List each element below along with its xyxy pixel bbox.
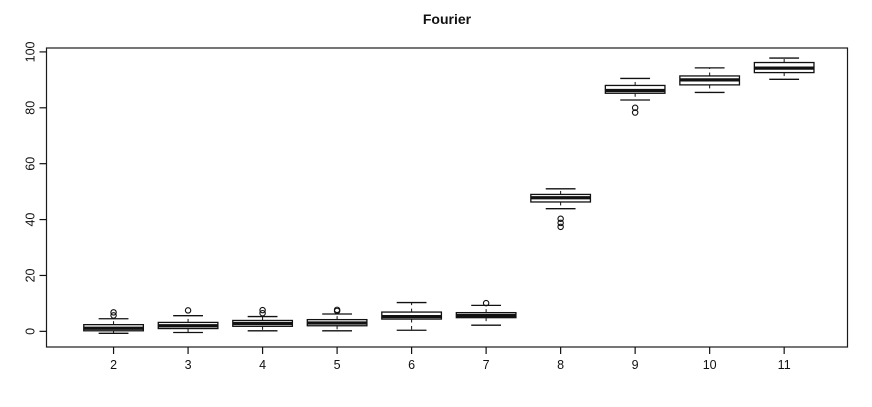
x-tick-label: 11 <box>778 358 791 372</box>
x-tick-label: 4 <box>259 358 266 372</box>
x-axis: 2 3 4 5 6 7 8 9 10 11 <box>110 347 791 372</box>
outlier-point <box>557 223 564 231</box>
outlier-point <box>259 309 266 317</box>
y-tick-label: 80 <box>23 101 37 115</box>
y-axis: 0 20 40 60 80 100 <box>23 41 47 335</box>
y-tick-label: 100 <box>23 41 37 62</box>
boxplot-cat-2 <box>83 309 145 334</box>
boxplot-cat-8 <box>530 188 592 231</box>
x-tick-label: 2 <box>110 358 117 372</box>
y-tick-label: 0 <box>23 328 37 335</box>
chart-title: Fourier <box>423 11 472 27</box>
x-tick-label: 3 <box>185 358 192 372</box>
outlier-point <box>333 306 341 314</box>
boxplot-cat-11 <box>753 57 815 80</box>
y-tick-label: 60 <box>23 157 37 171</box>
outlier-point <box>184 307 192 314</box>
outlier-point <box>110 312 117 319</box>
x-tick-label: 9 <box>632 358 639 372</box>
x-tick-label: 5 <box>334 358 341 372</box>
outlier-point <box>631 109 639 116</box>
boxplot-cat-6 <box>381 301 443 331</box>
outlier-point <box>110 309 117 316</box>
plot-frame <box>45 47 849 348</box>
y-tick-label: 40 <box>23 213 37 227</box>
outlier-point <box>259 306 266 314</box>
x-tick-label: 8 <box>557 358 564 372</box>
y-tick-label: 20 <box>23 268 37 282</box>
outlier-point <box>557 219 564 227</box>
plot-area: 0 20 40 60 80 100 2 3 4 5 6 7 8 9 10 11 <box>23 41 849 372</box>
x-tick-label: 10 <box>703 358 717 372</box>
boxplot-cat-10 <box>679 67 741 94</box>
outlier-point <box>631 104 639 112</box>
x-tick-label: 6 <box>408 358 415 372</box>
x-tick-label: 7 <box>483 358 490 372</box>
boxplot-cat-7 <box>455 299 517 326</box>
boxplot-cat-4 <box>232 306 294 332</box>
boxplot-cat-3 <box>157 307 219 334</box>
boxplot-cat-5 <box>306 306 368 332</box>
boxplot-cat-9 <box>604 77 666 116</box>
outlier-point <box>557 215 564 222</box>
outlier-point <box>482 299 490 307</box>
